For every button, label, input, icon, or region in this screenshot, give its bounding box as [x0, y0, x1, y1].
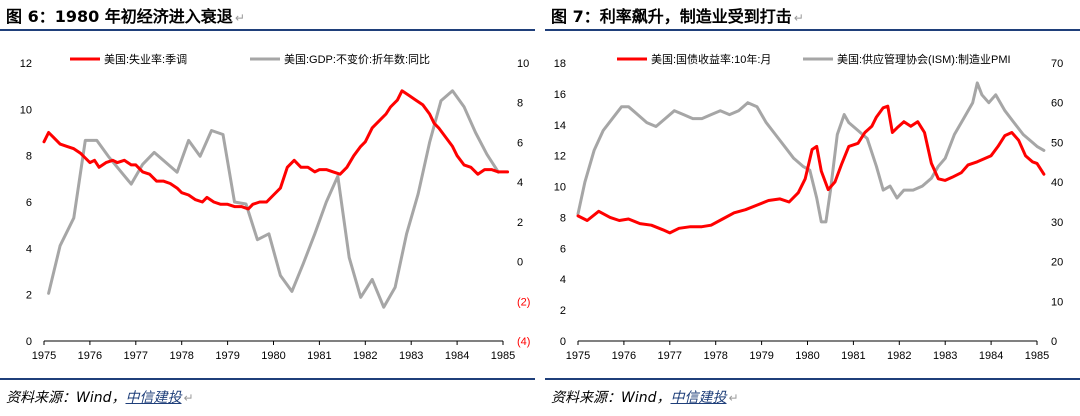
x-tick-label: 1980	[261, 350, 285, 362]
paragraph-mark: ↵	[234, 11, 245, 25]
x-tick-label: 1976	[612, 350, 636, 362]
y-left-tick-label: 0	[560, 336, 566, 348]
x-tick-label: 1985	[491, 350, 515, 362]
paragraph-mark: ↵	[793, 11, 804, 25]
legend-item: 美国:失业率:季调	[70, 52, 187, 66]
y-right-tick-label: 30	[1051, 217, 1063, 229]
y-right-tick-label: 40	[1051, 177, 1063, 189]
legend-label: 美国:失业率:季调	[104, 52, 187, 66]
y-right-tick-label: 8	[517, 98, 523, 110]
y-left-tick-label: 12	[554, 151, 566, 163]
y-right-tick-label: 20	[1051, 257, 1063, 269]
y-left-tick-label: 18	[554, 58, 566, 70]
x-tick-label: 1983	[399, 350, 423, 362]
source-note: 资料来源：Wind，中信建投 ↵	[6, 390, 194, 406]
y-right-tick-label: 10	[1051, 296, 1063, 308]
x-tick-label: 1983	[933, 350, 957, 362]
y-left-tick-label: 4	[560, 274, 566, 286]
y-left-tick-label: 2	[560, 305, 566, 317]
legend-label: 美国:供应管理协会(ISM):制造业PMI	[837, 52, 1011, 66]
x-tick-label: 1982	[353, 350, 377, 362]
paragraph-mark: ↵	[728, 391, 739, 405]
unemployment-gdp-chart: 1975 1976 1977 1978 1979 1980 1981 1982 1983 1984…	[20, 52, 531, 362]
source-brand: 中信建投	[125, 390, 182, 406]
x-tick-label: 1984	[445, 350, 469, 362]
legend-item: 美国:国债收益率:10年:月	[617, 52, 771, 66]
x-tick-label: 1984	[979, 350, 1003, 362]
y-left-tick-label: 10	[554, 182, 566, 194]
x-tick-label: 1981	[307, 350, 331, 362]
chart-panel-left: 图 6：1980 年初经济进入衰退 ↵ 1975 1976 1977 1978 1979 1…	[0, 0, 535, 416]
y-right-tick-label: 50	[1051, 137, 1063, 149]
top-rule	[0, 29, 535, 31]
y-left-tick-label: 2	[26, 290, 32, 302]
legend-item: 美国:GDP:不变价:折年数:同比	[250, 52, 430, 66]
x-tick-label: 1977	[658, 350, 682, 362]
paragraph-mark: ↵	[183, 391, 194, 405]
x-tick-label: 1979	[749, 350, 773, 362]
y-right-tick-label: (2)	[517, 296, 530, 308]
series-line-right	[576, 81, 1046, 224]
treasury-pmi-chart: 1975 1976 1977 1978 1979 1980 1981 1982 1983 1984…	[554, 52, 1064, 362]
y-right-tick-label: 10	[517, 58, 529, 70]
chart-panel-right: 图 7：利率飙升，制造业受到打击 ↵ 1975 1976 1977 1978 1979 19…	[545, 0, 1080, 416]
y-left-tick-label: 8	[560, 212, 566, 224]
legend-label: 美国:国债收益率:10年:月	[651, 52, 771, 66]
x-tick-label: 1982	[887, 350, 911, 362]
source-note: 资料来源：Wind，中信建投 ↵	[551, 390, 739, 406]
y-left-tick-label: 10	[20, 104, 32, 116]
series-line-left	[42, 89, 510, 211]
y-left-tick-label: 16	[554, 89, 566, 101]
x-tick-label: 1979	[215, 350, 239, 362]
y-right-tick-label: 60	[1051, 98, 1063, 110]
x-tick-label: 1980	[795, 350, 819, 362]
x-tick-label: 1975	[566, 350, 590, 362]
y-right-tick-label: 2	[517, 217, 523, 229]
y-right-tick-label: 6	[517, 137, 523, 149]
top-rule	[545, 29, 1080, 31]
y-right-tick-label: 70	[1051, 58, 1063, 70]
chart-title: 图 7：利率飙升，制造业受到打击 ↵	[551, 7, 804, 26]
y-left-tick-label: 12	[20, 58, 32, 70]
y-left-tick-label: 4	[26, 243, 32, 255]
chart-title: 图 6：1980 年初经济进入衰退 ↵	[6, 7, 245, 26]
y-left-tick-label: 14	[554, 120, 566, 132]
x-tick-label: 1977	[124, 350, 148, 362]
source-brand: 中信建投	[670, 390, 727, 406]
y-right-tick-label: 0	[1051, 336, 1057, 348]
y-left-tick-label: 0	[26, 336, 32, 348]
bottom-rule	[545, 378, 1080, 380]
y-left-tick-label: 6	[560, 243, 566, 255]
y-left-tick-label: 8	[26, 151, 32, 163]
x-tick-label: 1981	[841, 350, 865, 362]
series-line-right	[47, 89, 500, 309]
y-right-tick-label: (4)	[517, 336, 530, 348]
y-left-tick-label: 6	[26, 197, 32, 209]
x-tick-label: 1985	[1025, 350, 1049, 362]
x-tick-label: 1978	[169, 350, 193, 362]
x-tick-label: 1975	[32, 350, 56, 362]
y-right-tick-label: 0	[517, 257, 523, 269]
series-line-left	[576, 104, 1046, 235]
x-tick-label: 1976	[78, 350, 102, 362]
x-tick-label: 1978	[703, 350, 727, 362]
legend-item: 美国:供应管理协会(ISM):制造业PMI	[803, 52, 1011, 66]
y-right-tick-label: 4	[517, 177, 523, 189]
legend-label: 美国:GDP:不变价:折年数:同比	[284, 52, 430, 66]
bottom-rule	[0, 378, 535, 380]
